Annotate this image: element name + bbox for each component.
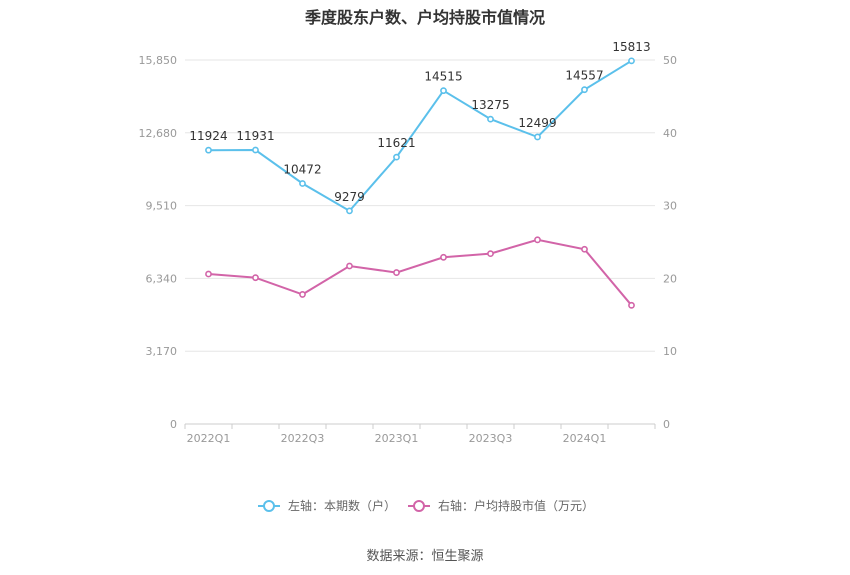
data-point-left[interactable]	[440, 87, 447, 95]
right-tick-label: 10	[663, 345, 677, 358]
data-label: 11621	[377, 136, 415, 150]
chart-title: 季度股东户数、户均持股市值情况	[304, 8, 545, 27]
series-line-left	[208, 59, 633, 213]
data-point-right[interactable]	[581, 245, 588, 253]
legend-label[interactable]: 右轴：户均持股市值（万元）	[438, 498, 594, 513]
series-lines	[205, 57, 635, 309]
data-label: 13275	[471, 98, 509, 112]
legend-label[interactable]: 左轴：本期数（户）	[288, 498, 396, 513]
data-point-left[interactable]	[487, 115, 494, 123]
data-point-left[interactable]	[346, 207, 353, 215]
data-label: 10472	[283, 163, 321, 177]
data-label: 9279	[334, 190, 365, 204]
left-axis-ticks: 0 3,170 6,340 9,510 12,680 15,850	[139, 54, 178, 431]
data-label: 15813	[612, 40, 650, 54]
data-point-right[interactable]	[299, 291, 306, 298]
right-tick-label: 40	[663, 127, 677, 140]
right-tick-label: 20	[663, 272, 677, 285]
x-tick-label: 2024Q1	[563, 432, 607, 445]
data-point-right[interactable]	[534, 236, 541, 244]
data-point-left[interactable]	[628, 57, 635, 65]
data-point-right[interactable]	[393, 269, 400, 276]
x-tick-label: 2023Q3	[469, 432, 513, 445]
left-tick-label: 15,850	[139, 54, 178, 67]
data-point-left[interactable]	[534, 133, 541, 141]
legend: 左轴：本期数（户） 右轴：户均持股市值（万元）	[258, 498, 594, 513]
data-label: 11924	[189, 129, 227, 143]
data-point-right[interactable]	[252, 274, 259, 282]
data-label: 12499	[518, 116, 556, 130]
x-tick-label: 2023Q1	[375, 432, 419, 445]
data-point-right[interactable]	[487, 250, 494, 258]
data-point-right[interactable]	[628, 301, 635, 309]
data-point-left[interactable]	[581, 86, 588, 94]
legend-marker-icon	[413, 500, 425, 512]
axes	[184, 423, 656, 429]
data-label: 11931	[236, 129, 274, 143]
legend-marker-icon	[263, 500, 275, 512]
left-tick-label: 9,510	[146, 200, 178, 213]
left-tick-label: 6,340	[146, 272, 178, 285]
right-tick-label: 0	[663, 418, 670, 431]
data-label: 14515	[424, 70, 462, 84]
right-tick-label: 30	[663, 200, 677, 213]
data-source: 数据来源：恒生聚源	[366, 549, 484, 564]
left-tick-label: 3,170	[146, 345, 178, 358]
left-tick-label: 12,680	[139, 127, 178, 140]
grid-lines	[185, 59, 655, 352]
data-label: 14557	[565, 69, 603, 83]
left-tick-label: 0	[170, 418, 177, 431]
data-point-left[interactable]	[252, 146, 259, 154]
data-point-left[interactable]	[393, 153, 400, 161]
right-axis-ticks: 0 10 20 30 40 50	[663, 54, 677, 431]
series-line-right	[208, 238, 633, 306]
data-point-right[interactable]	[346, 262, 353, 270]
data-point-right[interactable]	[440, 253, 447, 261]
x-tick-label: 2022Q1	[187, 432, 231, 445]
right-tick-label: 50	[663, 54, 677, 67]
data-labels: 11924 11931 10472 9279 11621 14515 13275 12499 1…	[189, 40, 650, 204]
data-point-left[interactable]	[299, 180, 306, 187]
data-point-left[interactable]	[205, 146, 212, 154]
data-point-right[interactable]	[205, 270, 212, 278]
x-axis-ticks: 2022Q1 2022Q3 2023Q1 2023Q3 2024Q1	[187, 432, 607, 445]
x-tick-label: 2022Q3	[281, 432, 325, 445]
